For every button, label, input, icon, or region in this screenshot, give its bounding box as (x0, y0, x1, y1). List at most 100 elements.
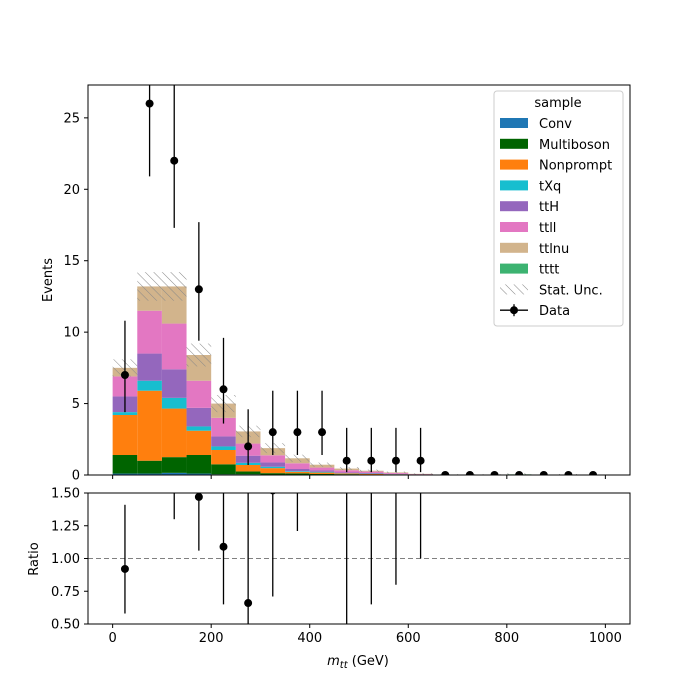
bar-multiboson-bin-0 (112, 455, 138, 474)
bar-nonprompt-bin-9 (334, 473, 359, 475)
legend-label-ttlnu: ttlnu (539, 242, 569, 257)
bar-ttll-bin-6 (260, 455, 286, 463)
data-point-15 (490, 471, 499, 475)
legend-swatch-ttll (500, 222, 528, 232)
legend-swatch-stat-unc (500, 284, 528, 295)
x-axis-label-unit: (GeV) (348, 654, 389, 669)
ratio-point-4 (219, 542, 228, 551)
bar-multiboson-bin-7 (285, 473, 310, 475)
x-axis-label-sub: tt (340, 660, 349, 671)
legend: sample Conv Multiboson Nonprompt tXq ttH ttll… (493, 90, 624, 327)
bar-tth-bin-1 (137, 353, 162, 381)
bar-ttll-bin-1 (137, 310, 162, 354)
legend-label-nonprompt: Nonprompt (539, 159, 612, 174)
bar-multiboson-bin-8 (309, 474, 335, 475)
ratio-point-3 (194, 493, 203, 501)
ratio-point-5 (244, 599, 253, 608)
bar-nonprompt-bin-2 (161, 408, 187, 458)
ratio-points (120, 493, 422, 624)
bar-conv-bin-1 (137, 473, 162, 475)
bar-conv-bin-0 (112, 473, 138, 475)
x-axis-label-var: m (327, 654, 340, 669)
bar-nonprompt-bin-10 (359, 473, 384, 475)
ratio-y-axis-label: Ratio (27, 542, 42, 575)
bar-txq-bin-2 (161, 397, 187, 409)
data-point-2 (170, 156, 179, 165)
bar-tth-bin-10 (359, 473, 384, 474)
legend-label-multiboson: Multiboson (539, 138, 610, 153)
bar-ttll-bin-10 (359, 471, 384, 473)
ratio-x-ticks: 0 200 400 600 800 1000 (108, 624, 622, 646)
bar-txq-bin-8 (309, 471, 335, 473)
stat-unc-band-bin-11 (383, 471, 409, 474)
bar-tth-bin-3 (186, 407, 212, 427)
data-point-5 (244, 442, 253, 451)
legend-swatch-conv (500, 118, 528, 128)
ratio-y-tick-label-3: 1.25 (51, 519, 80, 534)
x-tick-label-2: 400 (297, 631, 322, 646)
bar-multiboson-bin-3 (186, 455, 212, 474)
bar-nonprompt-bin-7 (285, 471, 310, 474)
bar-tth-bin-7 (285, 469, 310, 472)
bar-multiboson-bin-1 (137, 460, 162, 474)
main-y-tick-label-2: 10 (63, 326, 80, 341)
bar-nonprompt-bin-1 (137, 390, 162, 461)
main-axes-frame (87, 84, 631, 476)
bar-tth-bin-2 (161, 369, 187, 398)
bar-ttll-bin-11 (383, 473, 409, 474)
stat-unc-band-bin-8 (309, 462, 335, 467)
ratio-y-tick-label-4: 1.50 (51, 487, 80, 502)
main-x-ticks (112, 475, 606, 479)
data-point-6 (268, 428, 277, 437)
ratio-panel: 0.50 0.75 1.00 1.25 1.50 0 200 400 600 800 1000 R… (27, 487, 631, 671)
data-point-11 (391, 456, 400, 465)
bar-multiboson-bin-5 (235, 471, 261, 475)
ratio-y-tick-label-1: 0.75 (51, 585, 80, 600)
main-y-tick-label-5: 25 (63, 111, 80, 126)
bar-nonprompt-bin-6 (260, 468, 286, 474)
data-point-13 (441, 471, 450, 475)
legend-label-conv: Conv (539, 117, 572, 132)
bar-conv-bin-2 (161, 472, 187, 475)
bar-nonprompt-bin-5 (235, 465, 261, 472)
main-y-tick-label-0: 0 (72, 469, 80, 484)
data-point-17 (539, 471, 548, 475)
legend-swatch-multiboson (500, 138, 528, 149)
bar-txq-bin-7 (285, 471, 310, 472)
bar-conv-bin-3 (186, 473, 212, 475)
legend-label-ttll: ttll (539, 221, 556, 236)
data-point-3 (194, 285, 203, 294)
data-point-16 (515, 471, 524, 475)
ratio-y-tick-label-2: 1.00 (51, 552, 80, 567)
legend-label-txq: tXq (539, 179, 561, 194)
bar-nonprompt-bin-8 (309, 472, 335, 474)
stat-unc-band-bin-2 (161, 272, 187, 301)
x-tick-label-5: 1000 (589, 631, 622, 646)
bar-ttll-bin-2 (161, 323, 187, 370)
x-tick-label-0: 0 (108, 631, 116, 646)
data-point-8 (318, 428, 327, 437)
bar-ttll-bin-7 (285, 463, 310, 469)
stat-unc-band-bin-1 (137, 272, 162, 301)
bar-multiboson-bin-6 (260, 473, 286, 475)
bar-tth-bin-9 (334, 472, 359, 474)
legend-label-data: Data (539, 304, 570, 319)
main-y-tick-label-3: 15 (63, 254, 80, 269)
bar-txq-bin-1 (137, 380, 162, 391)
bar-ttll-bin-3 (186, 380, 212, 408)
legend-label-tttt: tttt (539, 263, 559, 278)
legend-label-tth: ttH (539, 200, 559, 215)
legend-swatch-txq (500, 180, 528, 191)
data-point-18 (564, 471, 573, 475)
ratio-point-0 (120, 564, 129, 573)
legend-title: sample (534, 96, 581, 111)
x-axis-label: mtt (GeV) (327, 654, 389, 671)
bar-multiboson-bin-4 (211, 464, 236, 475)
bar-ttll-bin-8 (309, 467, 335, 471)
bar-nonprompt-bin-4 (211, 450, 236, 465)
legend-swatch-ttlnu (500, 242, 528, 253)
ratio-y-ticks: 0.50 0.75 1.00 1.25 1.50 (51, 487, 88, 633)
data-point-4 (219, 385, 228, 394)
stat-unc-band-bin-12 (408, 473, 433, 475)
